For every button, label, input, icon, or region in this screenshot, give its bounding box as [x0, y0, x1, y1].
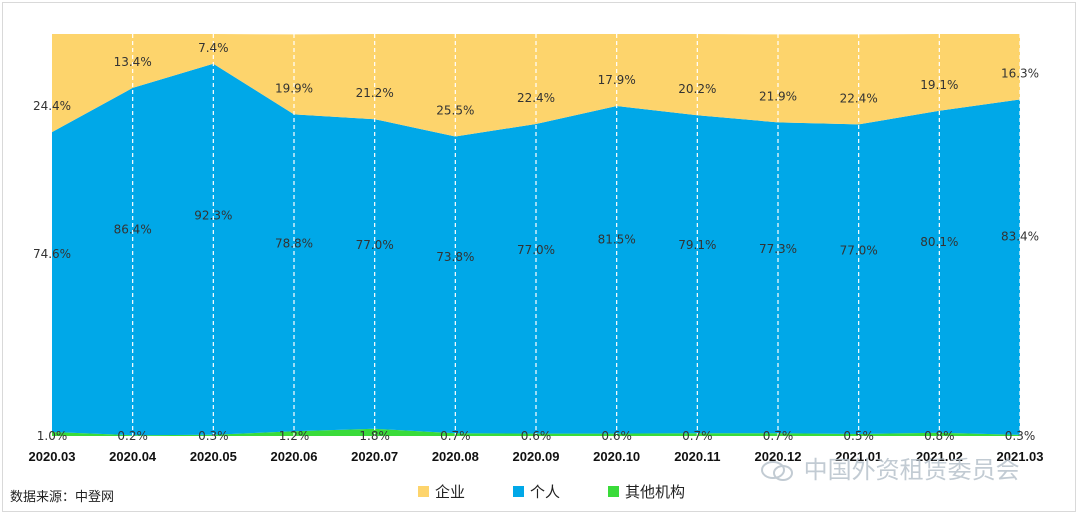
- label-enterprise: 19.9%: [275, 81, 313, 95]
- label-enterprise: 13.4%: [114, 55, 152, 69]
- label-individual: 74.6%: [33, 247, 71, 261]
- x-tick-label: 2021.03: [997, 449, 1044, 464]
- label-other: 1.8%: [359, 429, 390, 443]
- label-enterprise: 19.1%: [920, 78, 958, 92]
- label-enterprise: 20.2%: [678, 82, 716, 96]
- label-enterprise: 16.3%: [1001, 67, 1039, 81]
- chart-legend: 企业 个人 其他机构: [418, 481, 685, 502]
- label-other: 0.3%: [1005, 429, 1036, 443]
- label-enterprise: 24.4%: [33, 99, 71, 113]
- x-tick-label: 2020.04: [109, 449, 157, 464]
- label-other: 0.2%: [117, 429, 148, 443]
- label-individual: 80.1%: [920, 235, 958, 249]
- legend-item-individual: 个人: [513, 481, 560, 502]
- label-other: 1.2%: [279, 429, 310, 443]
- watermark-text: 中国外资租赁委员会: [803, 456, 1020, 484]
- label-enterprise: 17.9%: [598, 73, 636, 87]
- label-individual: 81.5%: [598, 233, 636, 247]
- label-other: 0.7%: [440, 429, 471, 443]
- label-individual: 77.0%: [517, 243, 555, 257]
- label-other: 0.5%: [843, 429, 874, 443]
- label-individual: 77.0%: [356, 238, 394, 252]
- label-other: 0.3%: [198, 429, 229, 443]
- x-tick-label: 2020.05: [190, 449, 237, 464]
- x-tick-label: 2020.06: [271, 449, 318, 464]
- label-individual: 77.0%: [840, 243, 878, 257]
- label-individual: 77.3%: [759, 242, 797, 256]
- x-tick-label: 2020.10: [593, 449, 640, 464]
- label-enterprise: 25.5%: [436, 104, 474, 118]
- label-individual: 73.8%: [436, 250, 474, 264]
- x-tick-label: 2020.09: [513, 449, 560, 464]
- legend-label-enterprise: 企业: [435, 483, 466, 501]
- watermark: 中国外资租赁委员会: [760, 450, 1020, 485]
- x-tick-label: 2020.11: [674, 449, 720, 464]
- label-individual: 86.4%: [114, 223, 152, 237]
- label-individual: 92.3%: [194, 209, 232, 223]
- label-enterprise: 21.2%: [356, 86, 394, 100]
- label-other: 1.0%: [37, 429, 68, 443]
- label-individual: 78.8%: [275, 236, 313, 250]
- legend-label-individual: 个人: [530, 483, 561, 501]
- label-other: 0.6%: [521, 429, 552, 443]
- legend-swatch-enterprise: [418, 486, 429, 497]
- x-tick-label: 2021.01: [835, 449, 882, 464]
- x-tick-label: 2021.02: [916, 449, 963, 464]
- legend-swatch-other: [608, 486, 620, 497]
- label-individual: 79.1%: [678, 238, 716, 252]
- legend-label-other: 其他机构: [625, 483, 686, 501]
- x-tick-label: 2020.12: [755, 449, 802, 464]
- wechat-logo-icon: [761, 461, 793, 481]
- label-individual: 83.4%: [1001, 229, 1039, 243]
- x-tick-label: 2020.03: [29, 449, 76, 464]
- legend-swatch-individual: [513, 486, 525, 497]
- legend-item-other: 其他机构: [608, 481, 685, 502]
- label-enterprise: 7.4%: [198, 41, 229, 55]
- label-other: 0.6%: [601, 429, 632, 443]
- legend-item-enterprise: 企业: [418, 481, 465, 502]
- label-other: 0.7%: [682, 429, 713, 443]
- data-source-note: 数据来源：中登网: [10, 490, 115, 505]
- label-enterprise: 22.4%: [517, 91, 555, 105]
- x-tick-label: 2020.08: [432, 449, 479, 464]
- label-enterprise: 22.4%: [840, 91, 878, 105]
- label-other: 0.7%: [763, 429, 794, 443]
- label-other: 0.8%: [924, 429, 955, 443]
- label-enterprise: 21.9%: [759, 89, 797, 103]
- x-tick-label: 2020.07: [351, 449, 398, 464]
